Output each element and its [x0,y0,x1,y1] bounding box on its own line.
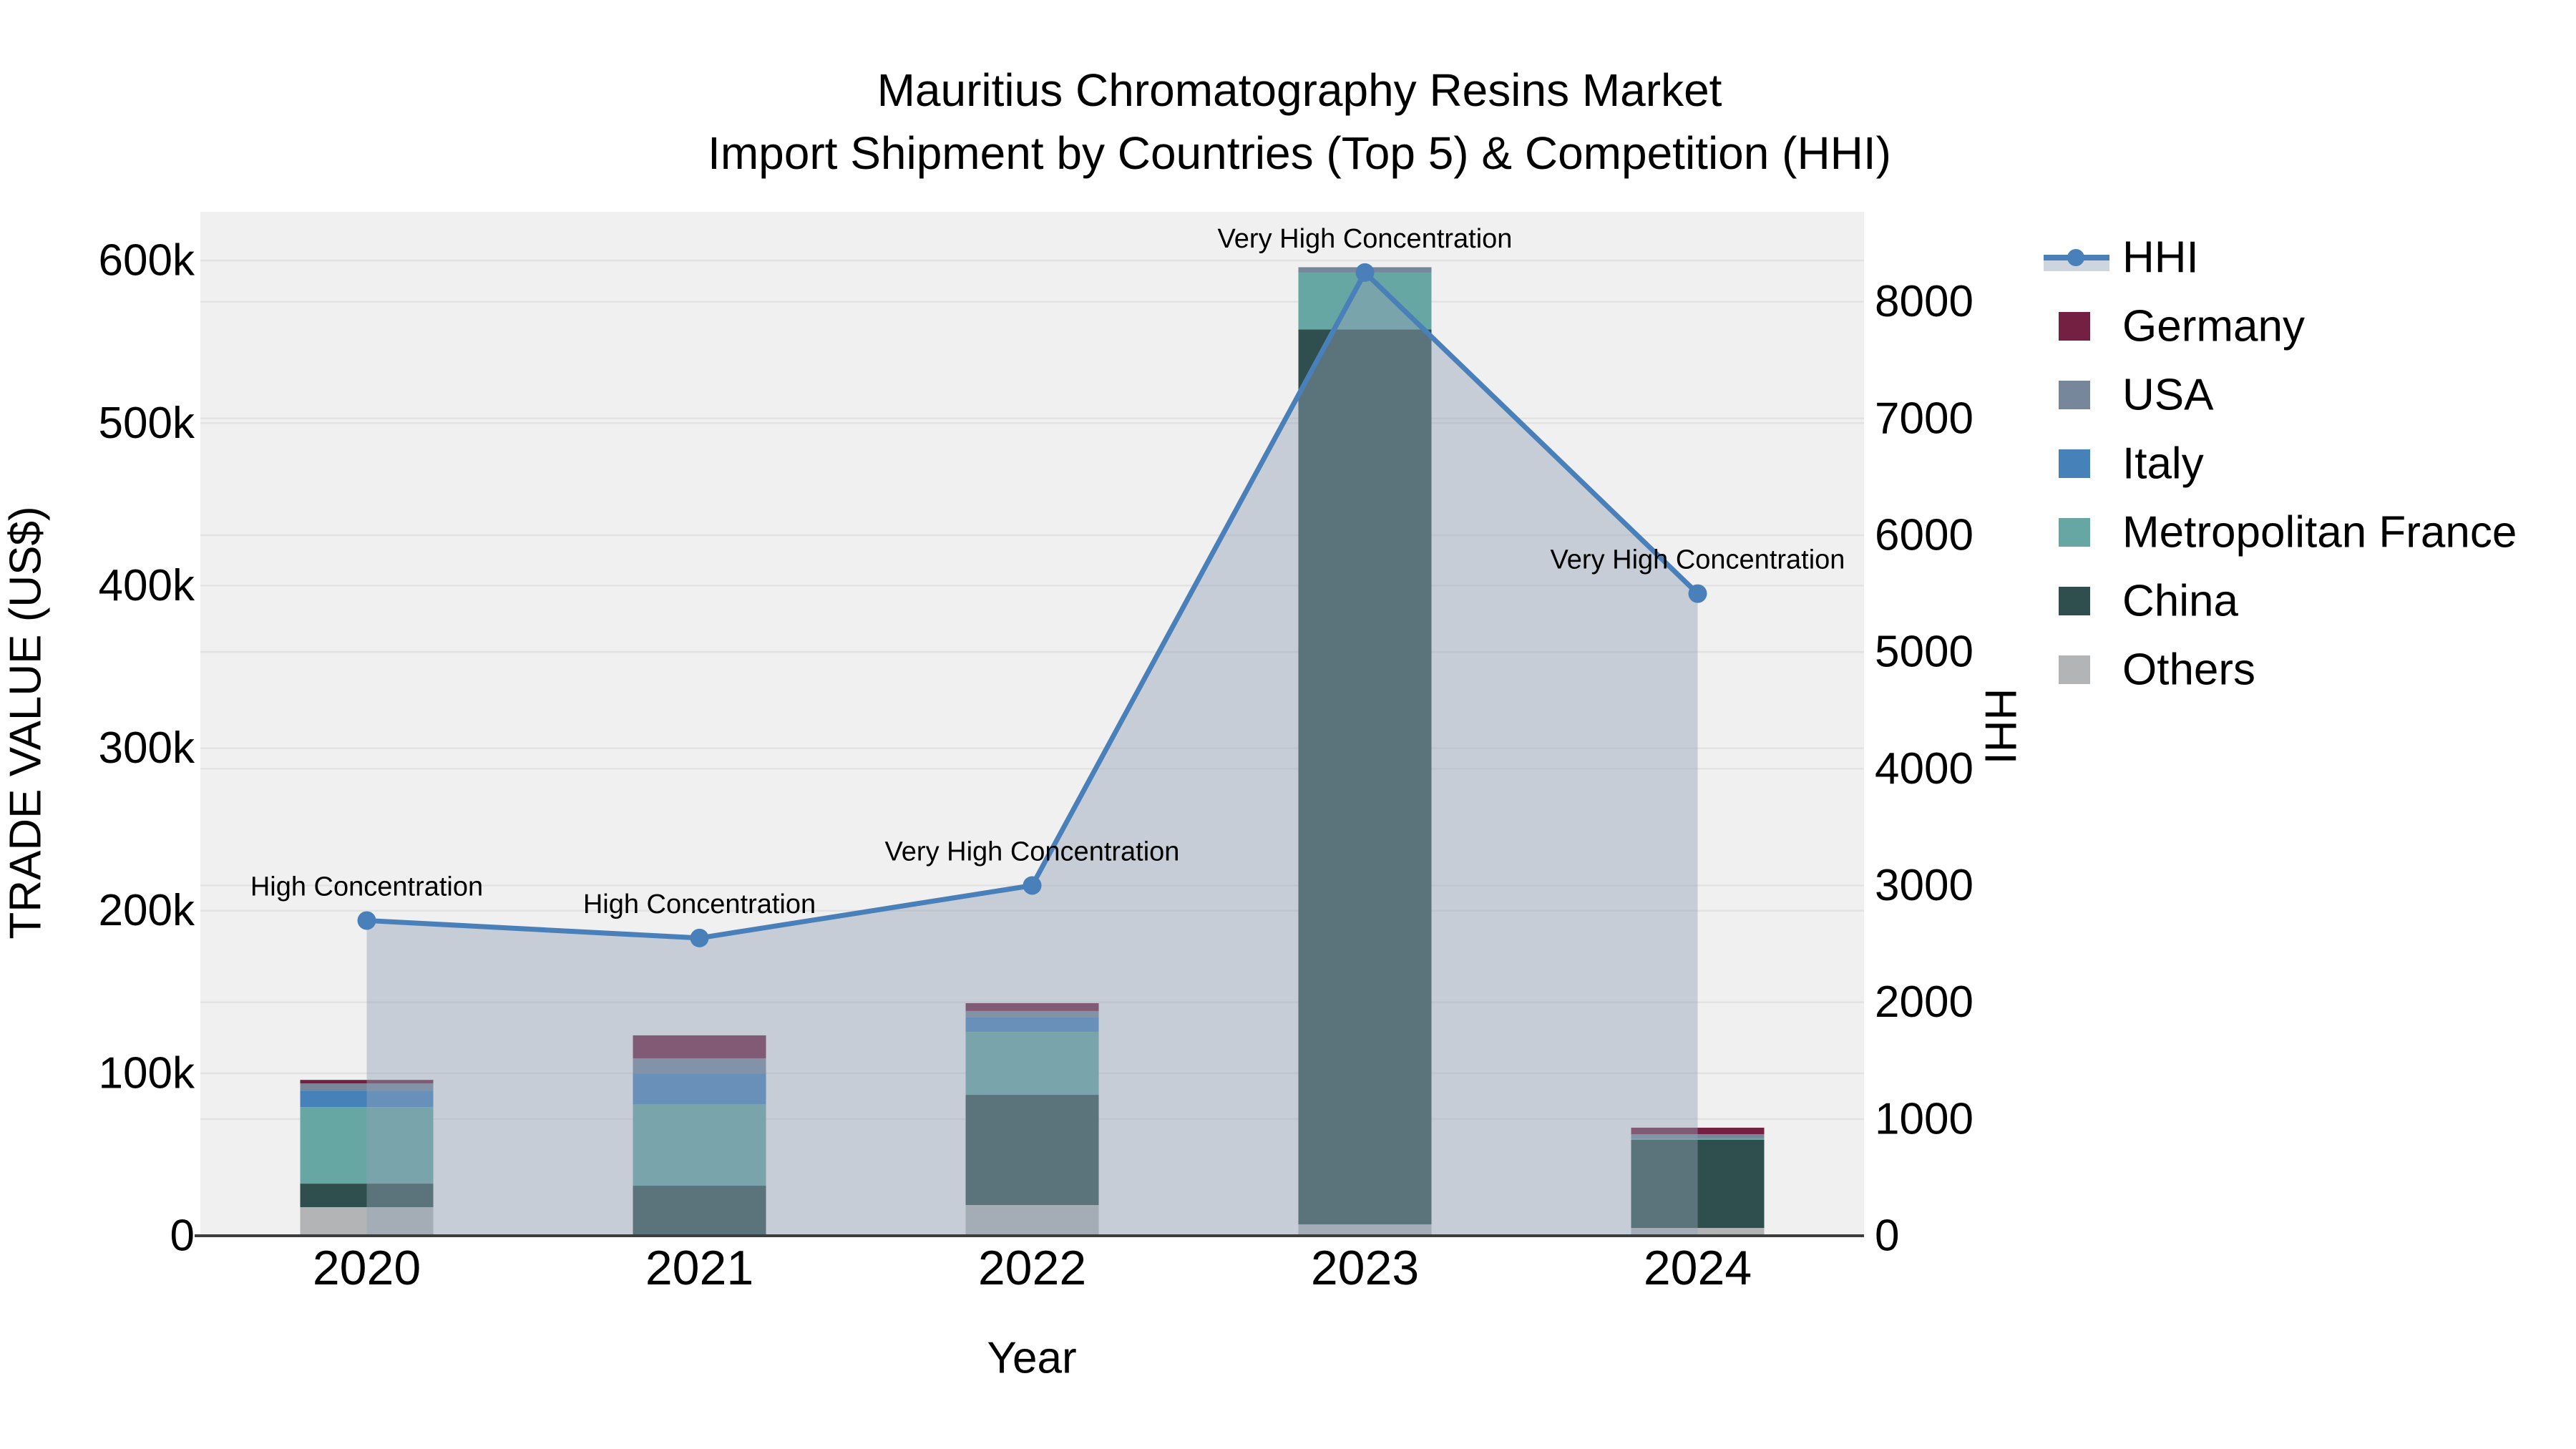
y-right-tick-label: 0 [1875,1211,1899,1261]
legend-label: USA [2122,371,2214,420]
annotation-2022: Very High Concentration [885,836,1180,867]
hhi-marker-2022 [1023,876,1042,895]
bar-segment-metropolitan-france [965,1031,1099,1096]
legend-label: Others [2122,645,2255,695]
bar-segment-usa [965,1010,1099,1018]
legend-color-swatch [2059,518,2090,547]
y-left-tick-label: 300k [99,723,195,773]
legend-item-china: China [2059,577,2239,626]
y-right-tick-label: 7000 [1875,394,1974,443]
y-left-tick-label: 600k [99,236,195,286]
y-left-tick-label: 400k [99,561,195,610]
legend-label: China [2122,577,2239,626]
y-left-tick-label: 500k [99,399,195,448]
bar-segment-usa [300,1083,434,1091]
bar-segment-china [1631,1139,1765,1229]
bar-segment-others [965,1205,1099,1236]
bar-segment-germany [633,1035,766,1058]
y-left-tick-labels: 0 100k 200k 300k 400k 500k 600k [99,236,195,1261]
legend-color-swatch [2059,655,2090,684]
chart-title-line-1: Mauritius Chromatography Resins Market [877,64,1722,116]
annotation-2021: High Concentration [583,889,816,919]
hhi-area-layer [366,272,1698,1236]
bar-segment-italy [300,1091,434,1108]
gridlines-layer [200,259,1864,1121]
legend-color-swatch [2059,381,2090,409]
annotation-2020: High Concentration [250,872,483,902]
annotation-2023: Very High Concentration [1218,224,1513,254]
hhi-marker-2020 [357,911,376,930]
y-right-tick-label: 4000 [1875,744,1974,794]
bar-segment-china [633,1186,766,1236]
legend-label: Germany [2122,302,2305,351]
y-right-tick-label: 8000 [1875,277,1974,326]
y-right-axis-title: HHI [1976,688,2025,765]
bar-segment-usa [633,1058,766,1074]
y-right-tick-label: 1000 [1875,1094,1974,1143]
x-tick-label-2022: 2022 [978,1241,1086,1295]
bar-segment-metropolitan-france [300,1107,434,1184]
bar-segment-others [1298,1224,1432,1236]
legend-label: Metropolitan France [2122,508,2517,557]
legend: HHI Germany USA Italy Metropolitan France Chi… [2044,233,2517,695]
bar-segment-others [1631,1228,1765,1236]
bar-segment-germany [1631,1127,1765,1135]
hhi-marker-2021 [690,928,709,947]
y-left-tick-label: 0 [170,1211,195,1261]
bar-segment-china [1298,329,1432,1225]
legend-color-swatch [2059,587,2090,615]
bar-segment-china [300,1184,434,1208]
hhi-marker-2023 [1355,263,1375,282]
x-tick-label-2024: 2024 [1644,1241,1752,1295]
x-tick-label-2021: 2021 [645,1241,753,1295]
legend-color-swatch [2059,449,2090,478]
bar-segment-china [965,1095,1099,1206]
legend-item-germany: Germany [2059,302,2305,351]
y-left-tick-label: 200k [99,886,195,935]
annotation-2024: Very High Concentration [1551,545,1845,575]
legend-label: HHI [2122,233,2199,283]
hhi-line-layer [357,263,1707,947]
legend-item-metropolitan-france: Metropolitan France [2059,508,2517,557]
legend-hhi-marker-swatch [2067,249,2084,266]
legend-label: Italy [2122,439,2204,489]
bar-segment-germany [965,1002,1099,1011]
x-tick-label-2020: 2020 [313,1241,421,1295]
stacked-bars-layer [300,267,1765,1236]
x-axis-title: Year [987,1334,1076,1383]
y-right-tick-label: 6000 [1875,510,1974,560]
y-right-tick-label: 3000 [1875,861,1974,910]
annotations-layer: High Concentration High Concentration Very… [250,224,1845,919]
hhi-area [366,272,1698,1236]
bar-segment-metropolitan-france [633,1104,766,1186]
x-tick-labels: 2020 2021 2022 2023 2024 [313,1241,1752,1295]
y-left-axis-title: TRADE VALUE (US$) [1,506,51,939]
y-left-tick-label: 100k [99,1048,195,1098]
bar-segment-others [300,1207,434,1236]
y-right-tick-label: 2000 [1875,977,1974,1027]
y-right-tick-labels: 0 1000 2000 3000 4000 5000 6000 7000 8000 [1875,277,1974,1260]
bar-segment-italy [633,1073,766,1105]
hhi-marker-2024 [1688,584,1707,603]
bar-segment-italy [965,1017,1099,1032]
legend-color-swatch [2059,312,2090,341]
bar-segment-usa [1631,1134,1765,1138]
legend-item-hhi: HHI [2044,233,2199,283]
legend-item-italy: Italy [2059,439,2204,489]
legend-item-others: Others [2059,645,2255,695]
chart-title-line-2: Import Shipment by Countries (Top 5) & C… [708,127,1891,179]
bar-segment-germany [300,1080,434,1084]
x-tick-label-2023: 2023 [1311,1241,1419,1295]
y-right-tick-label: 5000 [1875,628,1974,677]
legend-item-usa: USA [2059,371,2214,420]
chart-title: Mauritius Chromatography Resins Market I… [708,64,1891,179]
bar-segment-metropolitan-france [1631,1138,1765,1140]
